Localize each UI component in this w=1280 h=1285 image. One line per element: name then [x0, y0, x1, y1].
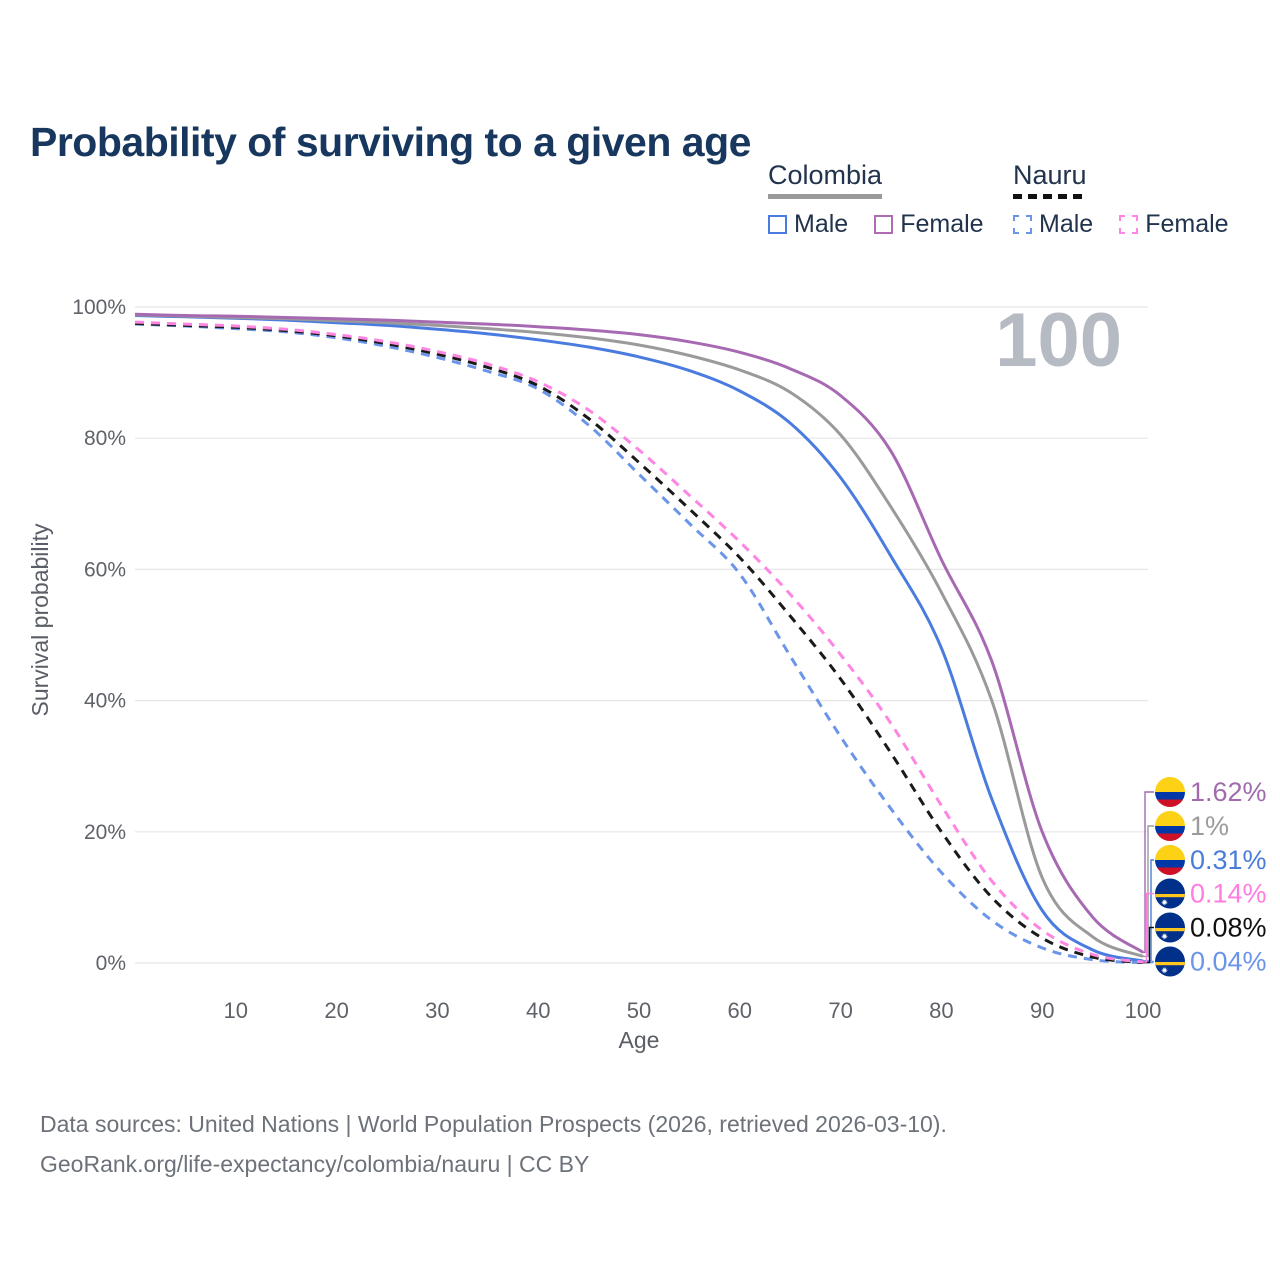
end-label-connector [1143, 892, 1154, 963]
nauru-female-swatch-icon [1119, 215, 1139, 234]
legend-colombia-header[interactable]: Colombia [768, 160, 883, 199]
legend-item-nauru-female[interactable]: Female [1119, 210, 1229, 239]
end-label-colombia-female[interactable]: 1.62% [1190, 777, 1267, 807]
legend-nauru-male-label: Male [1039, 210, 1094, 238]
x-tick-label: 90 [1030, 998, 1054, 1023]
end-label-colombia-male[interactable]: 0.31% [1190, 845, 1267, 875]
x-tick-label: 60 [728, 998, 752, 1023]
flag-icon-nauru [1155, 878, 1185, 909]
x-tick-label: 40 [526, 998, 550, 1023]
end-label-connector [1143, 791, 1154, 954]
x-tick-label: 10 [224, 998, 248, 1023]
legend-group-colombia: Colombia Male Female [768, 160, 984, 239]
legend-item-nauru-male[interactable]: Male [1013, 210, 1093, 239]
y-tick-label: 100% [72, 296, 126, 319]
page-title: Probability of surviving to a given age [30, 119, 751, 166]
legend-colombia-label: Colombia [768, 160, 883, 190]
legend-colombia-male-label: Male [794, 210, 849, 238]
flag-icon-colombia [1155, 811, 1185, 841]
x-tick-label: 70 [828, 998, 852, 1023]
end-label-nauru[interactable]: 0.08% [1190, 913, 1267, 943]
legend-nauru-female-label: Female [1145, 210, 1229, 238]
series-line-colombia[interactable] [134, 313, 1144, 958]
flag-icon-colombia [1155, 845, 1185, 875]
x-axis-title: Age [619, 1027, 660, 1053]
colombia-female-swatch-icon [874, 215, 894, 234]
legend-nauru-header[interactable]: Nauru [1013, 160, 1087, 199]
end-label-colombia[interactable]: 1% [1190, 811, 1229, 841]
legend-nauru-label: Nauru [1013, 160, 1087, 190]
colombia-male-swatch-icon [768, 215, 787, 234]
y-tick-label: 80% [84, 427, 126, 450]
y-tick-label: 0% [96, 952, 126, 975]
series-line-nauru-male[interactable] [134, 322, 1144, 965]
x-tick-label: 50 [627, 998, 651, 1023]
chart-footer: Data sources: United Nations | World Pop… [40, 1104, 947, 1185]
end-label-nauru-male[interactable]: 0.04% [1190, 947, 1267, 977]
y-tick-label: 40% [84, 690, 126, 713]
y-tick-label: 60% [84, 558, 126, 581]
x-tick-label: 30 [425, 998, 449, 1023]
nauru-male-swatch-icon [1013, 215, 1032, 234]
series-line-colombia-female[interactable] [134, 312, 1144, 954]
series-line-nauru-female[interactable] [134, 320, 1144, 964]
flag-icon-nauru [1155, 912, 1185, 943]
legend-colombia-female-label: Female [900, 210, 984, 238]
age-counter-watermark: 100 [995, 298, 1122, 383]
legend-colombia-line-swatch [768, 194, 883, 199]
footer-attribution: GeoRank.org/life-expectancy/colombia/nau… [40, 1151, 590, 1178]
x-tick-label: 100 [1125, 998, 1162, 1023]
x-tick-label: 20 [324, 998, 348, 1023]
legend-item-colombia-male[interactable]: Male [768, 210, 848, 239]
flag-icon-nauru [1155, 946, 1185, 977]
end-label-nauru-female[interactable]: 0.14% [1190, 879, 1267, 909]
flag-icon-colombia [1155, 777, 1185, 807]
series-line-nauru[interactable] [134, 321, 1144, 964]
end-label-connector [1143, 825, 1154, 958]
footer-data-sources: Data sources: United Nations | World Pop… [40, 1111, 947, 1137]
series-line-colombia-male[interactable] [134, 314, 1144, 963]
legend-group-nauru: Nauru Male Female [1013, 160, 1229, 239]
x-tick-label: 80 [929, 998, 953, 1023]
legend-item-colombia-female[interactable]: Female [874, 210, 984, 239]
y-tick-label: 20% [84, 821, 126, 844]
y-axis-title: Survival probability [27, 523, 53, 717]
legend-nauru-line-swatch [1013, 194, 1087, 199]
